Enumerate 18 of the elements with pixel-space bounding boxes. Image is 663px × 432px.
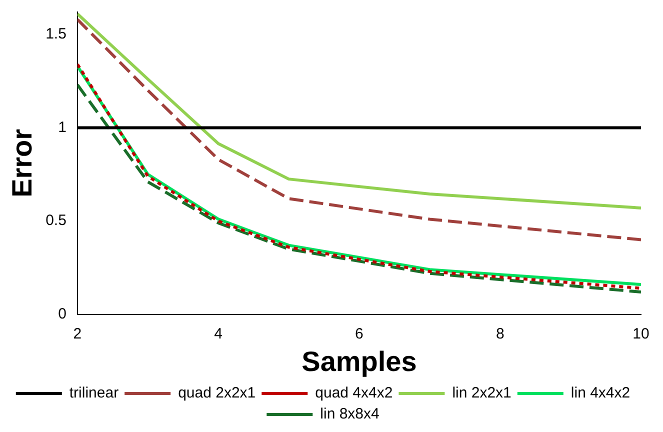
legend-label: quad 4x4x2 <box>315 384 393 402</box>
legend-label: lin 8x8x4 <box>320 406 380 423</box>
y-tick-label: 0 <box>58 306 66 323</box>
legend-label: quad 2x2x1 <box>178 384 256 402</box>
legend-label: lin 4x4x2 <box>570 384 630 402</box>
y-tick-label: 0.5 <box>46 212 66 230</box>
y-tick-label: 1.5 <box>46 26 66 43</box>
y-axis-title: Error <box>6 128 38 198</box>
x-tick-label: 2 <box>73 326 82 343</box>
y-tick-label: 1 <box>58 118 66 136</box>
x-tick-label: 10 <box>632 326 650 343</box>
x-tick-label: 8 <box>496 326 504 343</box>
legend-label: lin 2x2x1 <box>452 384 512 402</box>
x-axis-title: Samples <box>302 346 417 377</box>
line-series <box>77 18 641 242</box>
x-tick-label: 6 <box>355 326 364 343</box>
legend-label: trilinear <box>69 384 119 402</box>
x-tick-label: 4 <box>214 326 223 343</box>
